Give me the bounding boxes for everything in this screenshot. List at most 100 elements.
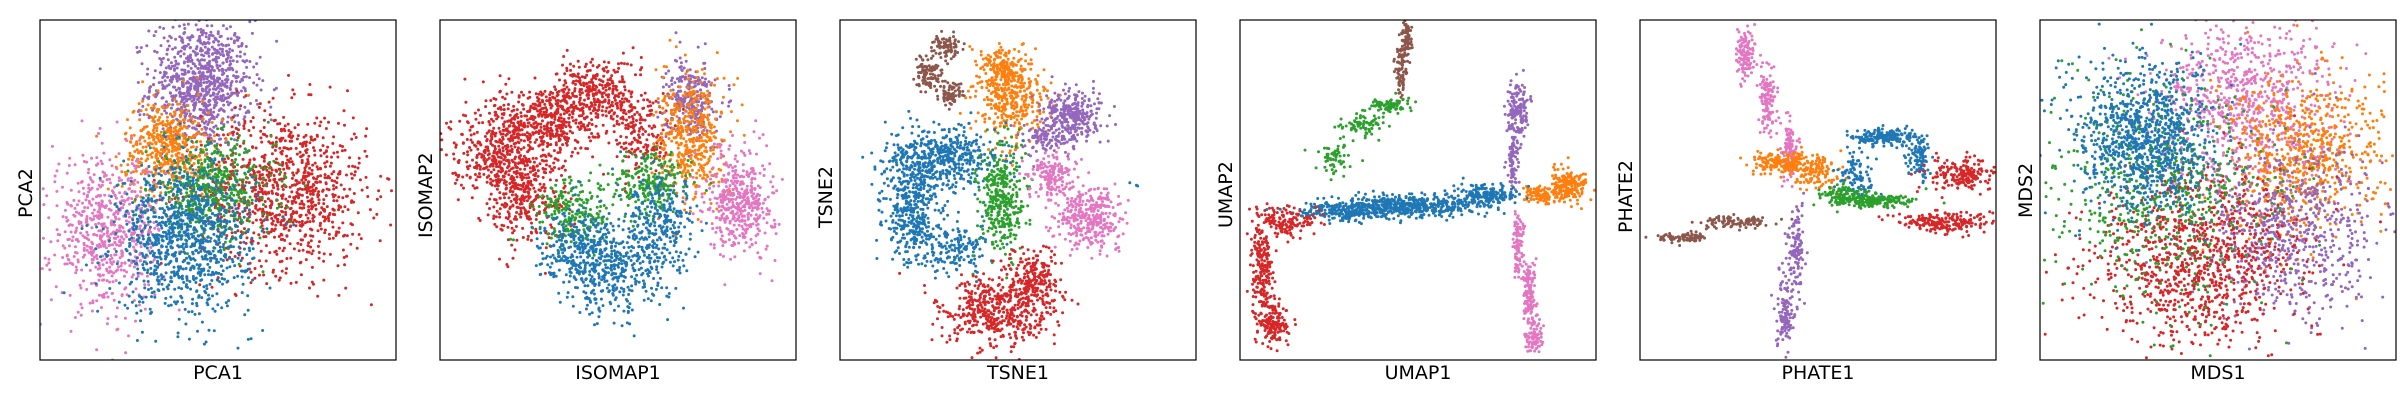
scatter-point [552, 121, 556, 124]
scatter-point [195, 45, 199, 49]
scatter-point [379, 174, 383, 178]
scatter-point [202, 248, 206, 252]
scatter-point [241, 182, 245, 186]
scatter-point [199, 185, 202, 189]
scatter-point [212, 74, 216, 78]
scatter-point [203, 158, 207, 162]
scatter-point [235, 89, 239, 93]
scatter-point [219, 257, 223, 261]
scatter-point [316, 193, 320, 197]
scatter-point [181, 134, 185, 138]
scatter-point [161, 239, 165, 243]
scatter-point [316, 175, 320, 178]
scatter-point [216, 76, 219, 80]
scatter-point [159, 130, 163, 134]
scatter-point [195, 76, 199, 80]
scatter-point [228, 94, 232, 98]
scatter-point [141, 99, 145, 103]
scatter-point [67, 224, 71, 227]
scatter-point [545, 108, 549, 112]
scatter-point [501, 95, 505, 99]
scatter-point [174, 88, 178, 92]
scatter-point [187, 211, 191, 215]
scatter-point [136, 110, 140, 113]
scatter-point [230, 257, 234, 261]
scatter-point [184, 155, 188, 158]
scatter-point [186, 177, 190, 181]
scatter-point [225, 154, 229, 158]
scatter-point [285, 154, 289, 158]
scatter-point [256, 241, 260, 245]
scatter-point [221, 89, 224, 93]
scatter-point [268, 166, 271, 170]
scatter-point [162, 27, 166, 30]
scatter-point [183, 307, 187, 311]
scatter-point [191, 277, 195, 281]
scatter-point [161, 106, 165, 110]
scatter-point [157, 215, 161, 219]
panel-isomap: ISOMAP1 ISOMAP2 [400, 0, 800, 400]
scatter-point [549, 123, 553, 127]
scatter-point [242, 71, 246, 75]
scatter-point [55, 169, 59, 173]
scatter-point [503, 97, 507, 101]
scatter-point [280, 136, 283, 140]
scatter-point [97, 278, 101, 282]
scatter-point [535, 138, 539, 142]
scatter-point [127, 294, 131, 298]
scatter-point [255, 83, 259, 87]
scatter-point [219, 94, 223, 98]
scatter-point [263, 109, 267, 113]
scatter-point [296, 241, 300, 245]
scatter-point [258, 273, 261, 277]
scatter-point [514, 141, 518, 145]
scatter-point [131, 210, 135, 214]
scatter-point [215, 199, 219, 203]
scatter-point [252, 65, 256, 69]
scatter-point [165, 111, 168, 115]
scatter-point [248, 249, 252, 253]
scatter-point [97, 273, 101, 277]
scatter-point [273, 180, 277, 184]
scatter-point [197, 71, 201, 75]
scatter-point [208, 239, 212, 243]
scatter-point [276, 220, 280, 224]
scatter-point [127, 212, 131, 216]
scatter-point [302, 135, 306, 139]
scatter-point [544, 95, 548, 99]
scatter-point [202, 42, 206, 46]
scatter-point [315, 177, 318, 181]
scatter-point [163, 131, 167, 135]
scatter-point [99, 212, 103, 216]
scatter-point [250, 201, 254, 205]
scatter-point [558, 138, 562, 142]
scatter-point [140, 163, 144, 167]
scatter-point [153, 236, 157, 240]
scatter-point [247, 110, 251, 114]
scatter-point [170, 222, 174, 226]
scatter-point [146, 223, 150, 227]
scatter-point [171, 171, 175, 175]
scatter-point [198, 81, 202, 85]
scatter-point [198, 246, 202, 250]
scatter-point [215, 133, 219, 137]
scatter-point [334, 234, 338, 237]
scatter-point [203, 273, 207, 277]
scatter-point [207, 111, 211, 115]
scatter-point [187, 215, 190, 219]
scatter-point [222, 195, 226, 198]
scatter-point [160, 198, 164, 202]
scatter-point [217, 160, 221, 164]
scatter-point [188, 46, 192, 50]
scatter-point [160, 121, 164, 125]
scatter-point [187, 261, 191, 265]
scatter-point [158, 207, 162, 211]
scatter-point [197, 295, 201, 299]
scatter-point [184, 181, 188, 185]
scatter-point [173, 97, 177, 101]
scatter-point [210, 45, 214, 49]
scatter-point [181, 79, 185, 83]
scatter-point [161, 137, 165, 141]
scatter-point [219, 87, 223, 91]
scatter-point [144, 224, 147, 228]
